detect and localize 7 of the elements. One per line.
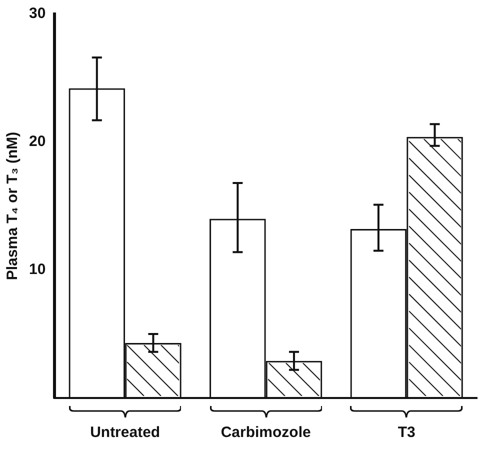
y-axis-title: Plasma T₄ or T₃ (nM) [4,132,22,280]
y-tick-label: 20 [28,133,46,150]
y-tick-label: 10 [28,261,46,278]
x-tick-label: T3 [398,424,416,442]
x-tick-label: Untreated [90,424,160,442]
x-tick-label: Carbimozole [220,424,311,442]
y-tick-label: 30 [28,5,46,22]
